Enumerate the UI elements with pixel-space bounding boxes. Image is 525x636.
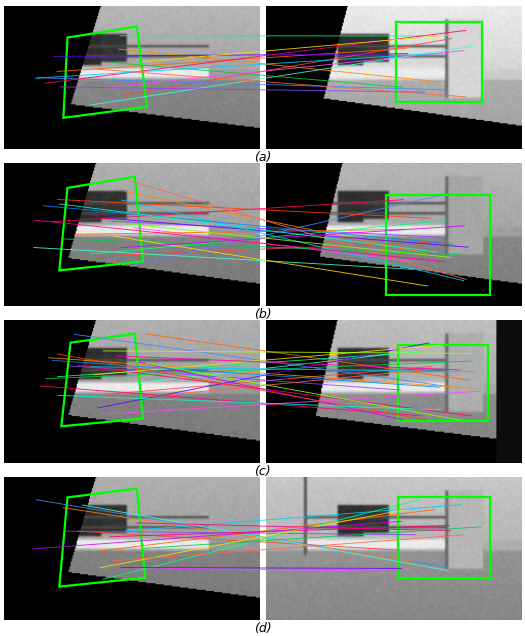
Text: (d): (d) <box>254 622 271 635</box>
Text: (c): (c) <box>254 465 271 478</box>
Text: (b): (b) <box>254 308 271 321</box>
Text: (a): (a) <box>254 151 271 164</box>
